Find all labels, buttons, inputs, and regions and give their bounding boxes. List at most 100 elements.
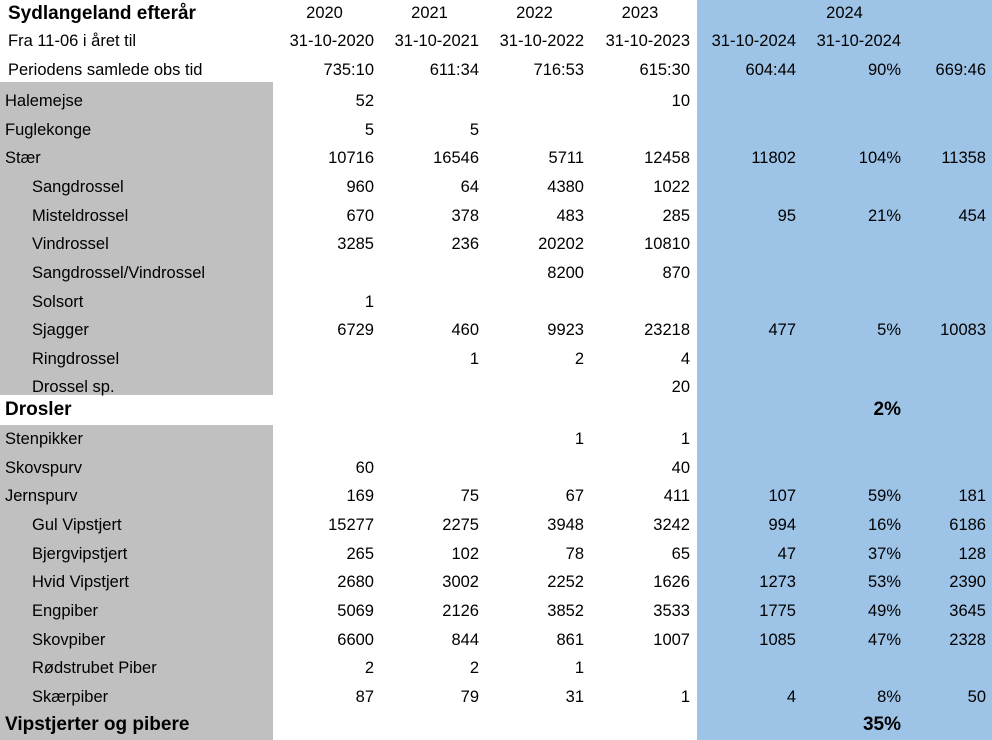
cell-2023: 1007 [653, 631, 690, 649]
cell-2024-expected [905, 654, 986, 683]
cell-2021: 460 [451, 321, 479, 339]
table-row: Misteldrossel 670 378 483 285 95 21% 454 [0, 202, 992, 231]
cell-2021: 16546 [433, 149, 479, 167]
cell-2023: 1 [680, 688, 690, 706]
species-label: Drossel sp. [32, 378, 115, 396]
cell-2024-percent: 49% [867, 602, 901, 620]
cell-2020 [275, 425, 374, 454]
cell-2023: 3533 [653, 602, 690, 620]
cell-2020: 3285 [337, 235, 374, 253]
cell-2022: 3948 [547, 516, 584, 534]
species-label: Solsort [32, 293, 84, 311]
table-row: Sangdrossel/Vindrossel 8200 870 [0, 259, 992, 288]
table-row: Hvid Vipstjert 2680 3002 2252 1626 1273 … [0, 568, 992, 597]
cell-2024: 107 [768, 487, 796, 505]
cell-2024-expected [905, 288, 986, 317]
cell-2024 [700, 116, 796, 145]
cell-2022: 67 [565, 487, 584, 505]
cell-2022: 78 [565, 545, 584, 563]
species-label: Stær [5, 149, 41, 167]
cell-2024 [700, 173, 796, 202]
cell-2023: 1022 [653, 178, 690, 196]
cell-2020: 670 [346, 207, 374, 225]
cell-2021 [380, 87, 479, 116]
cell-2024-percent [805, 230, 901, 259]
cell-2020: 6600 [337, 631, 374, 649]
cell-2022: 2 [574, 350, 584, 368]
cell-2024: 1273 [759, 573, 796, 591]
period-date-2023: 31-10-2023 [605, 32, 690, 50]
cell-2023: 23218 [644, 321, 690, 339]
species-label: Rødstrubet Piber [32, 659, 157, 677]
group-percent: 2% [873, 398, 901, 420]
cell-2024 [700, 454, 796, 483]
cell-2024-expected: 6186 [949, 516, 986, 534]
gray-label-column-background [0, 82, 273, 395]
cell-2024 [700, 288, 796, 317]
species-label: Sangdrossel [32, 178, 124, 196]
cell-2021: 2 [469, 659, 479, 677]
cell-2024-expected [905, 259, 986, 288]
cell-2022: 4380 [547, 178, 584, 196]
table-row: Ringdrossel 1 2 4 [0, 345, 992, 374]
header-row-obs-time: Periodens samlede obs tid 735:10 611:34 … [0, 56, 992, 85]
cell-2024-percent: 53% [867, 573, 901, 591]
period-date-2022: 31-10-2022 [499, 32, 584, 50]
cell-2020: 87 [355, 688, 374, 706]
cell-2024-percent [805, 654, 901, 683]
table-row: Sjagger 6729 460 9923 23218 477 5% 10083 [0, 316, 992, 345]
obs-time-2023: 615:30 [639, 61, 690, 79]
species-label: Jernspurv [5, 487, 78, 505]
period-date-2021: 31-10-2021 [394, 32, 479, 50]
cell-2023: 65 [671, 545, 690, 563]
cell-2020: 2680 [337, 573, 374, 591]
cell-2024: 4 [786, 688, 796, 706]
species-label: Skovspurv [5, 459, 83, 477]
species-label: Vindrossel [32, 235, 109, 253]
species-label: Halemejse [5, 92, 83, 110]
obs-time-2024-expected: 669:46 [935, 61, 986, 79]
cell-2024: 477 [768, 321, 796, 339]
cell-2024-expected [905, 345, 986, 374]
table-row: Skovpiber 6600 844 861 1007 1085 47% 232… [0, 626, 992, 655]
cell-2023: 4 [680, 350, 690, 368]
cell-2021 [380, 288, 479, 317]
table-row: Skovspurv 60 40 [0, 454, 992, 483]
cell-2024-expected [905, 173, 986, 202]
cell-2022: 1 [574, 659, 584, 677]
cell-2023: 411 [663, 487, 690, 505]
cell-2020: 60 [355, 459, 374, 477]
cell-2022 [485, 116, 584, 145]
cell-2023: 3242 [653, 516, 690, 534]
cell-2024-expected: 181 [958, 487, 986, 505]
cell-2022 [485, 454, 584, 483]
table-row: Drossel sp. 20 [0, 373, 992, 402]
group-total-row: Drosler 2% [0, 396, 992, 423]
year-2023-header: 2023 [621, 4, 659, 22]
species-label: Sangdrossel/Vindrossel [32, 264, 206, 282]
cell-2021: 5 [469, 121, 479, 139]
table-row: Sangdrossel 960 64 4380 1022 [0, 173, 992, 202]
cell-2021: 1 [469, 350, 479, 368]
sheet-title: Sydlangeland efterår [8, 2, 196, 24]
group-label: Vipstjerter og pibere [5, 713, 190, 735]
year-2020-header: 2020 [306, 4, 343, 22]
cell-2024-percent: 16% [867, 516, 901, 534]
table-row: Stær 10716 16546 5711 12458 11802 104% 1… [0, 144, 992, 173]
cell-2024-expected: 2328 [949, 631, 986, 649]
cell-2020: 15277 [328, 516, 374, 534]
cell-2024-expected [905, 87, 986, 116]
period-label: Fra 11-06 i året til [8, 32, 137, 50]
cell-2024-percent [805, 259, 901, 288]
cell-2020: 1 [364, 293, 374, 311]
cell-2021: 2126 [442, 602, 479, 620]
cell-2022: 483 [556, 207, 584, 225]
cell-2021: 75 [460, 487, 479, 505]
cell-2020: 52 [355, 92, 374, 110]
cell-2022: 9923 [547, 321, 584, 339]
cell-2024-expected: 10083 [940, 321, 986, 339]
table-row: Bjergvipstjert 265 102 78 65 47 37% 128 [0, 540, 992, 569]
cell-2020 [275, 259, 374, 288]
cell-2024-expected: 128 [958, 545, 986, 563]
species-label: Fuglekonge [5, 121, 92, 139]
